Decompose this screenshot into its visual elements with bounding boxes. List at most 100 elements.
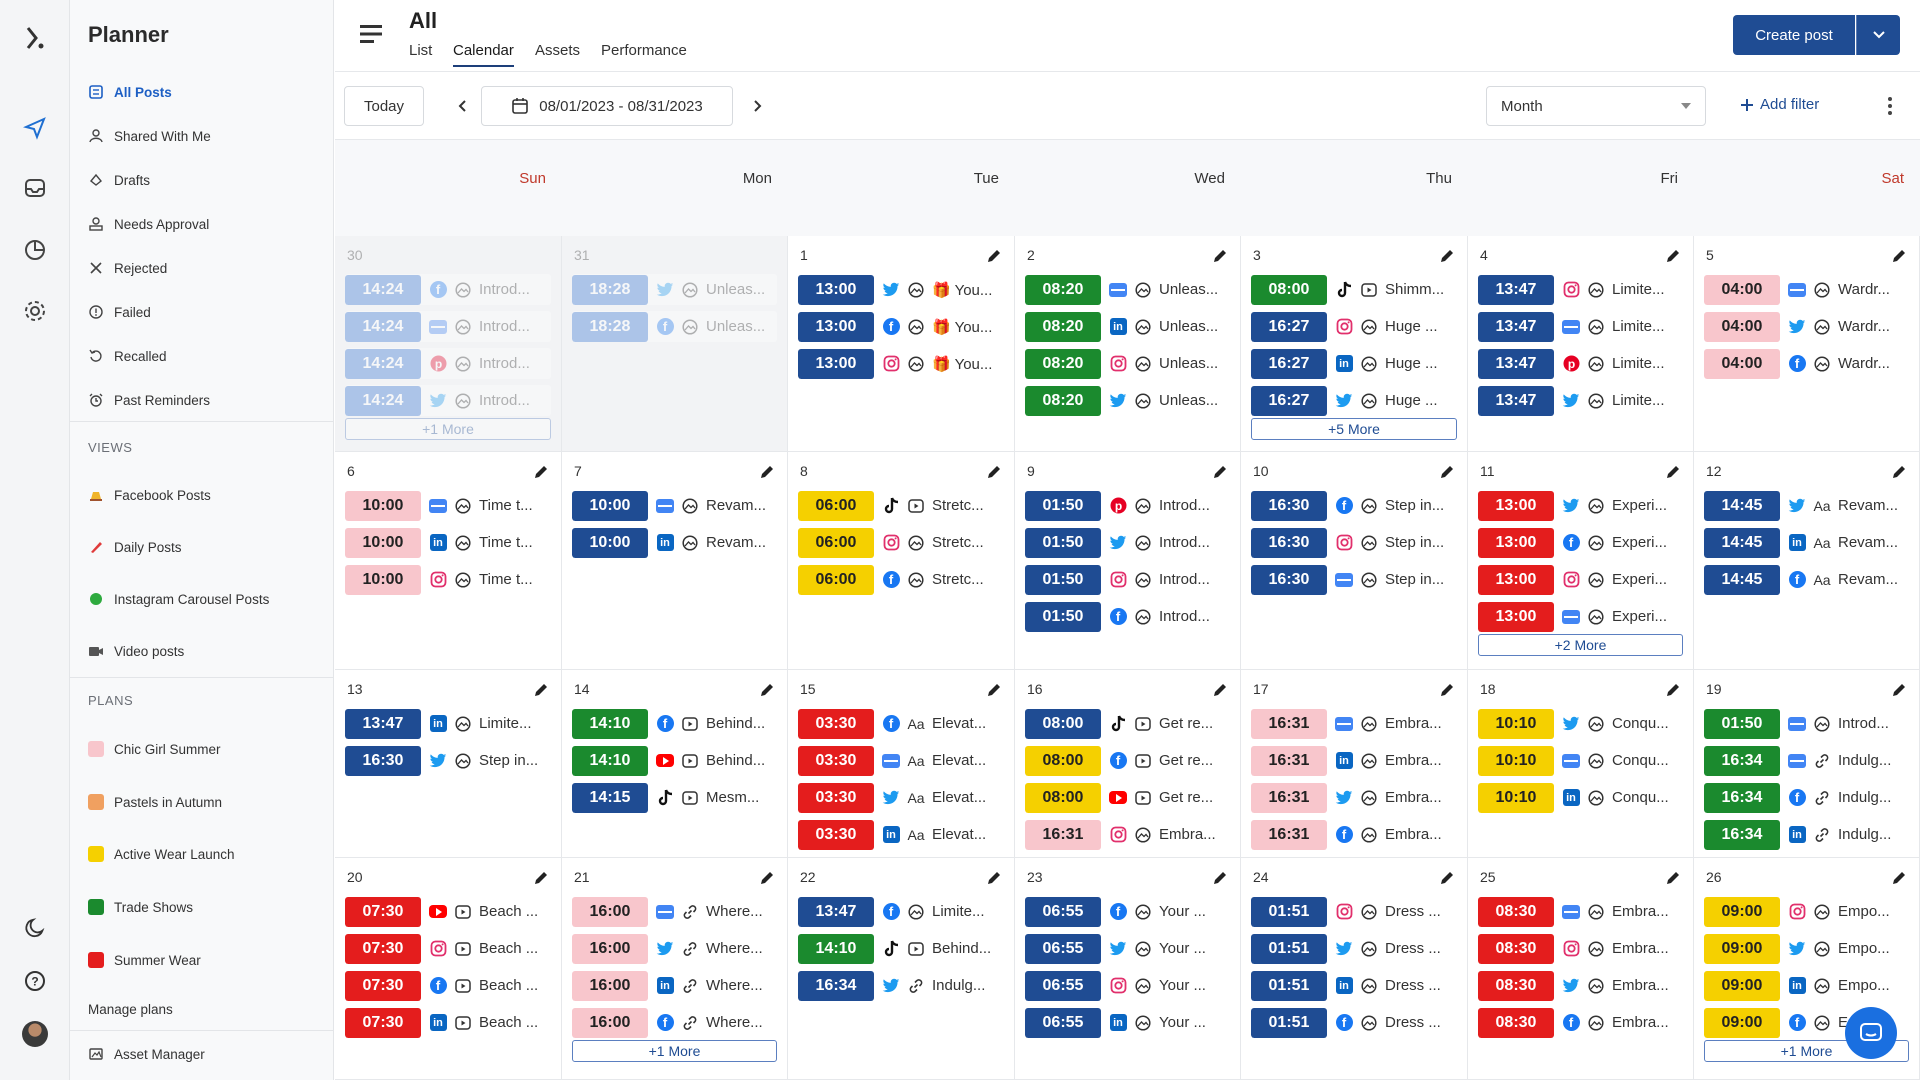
scheduled-post[interactable]: 01:51 f Dress ... [1251, 1007, 1457, 1038]
inbox-icon[interactable] [17, 170, 53, 206]
edit-day-pencil-icon[interactable] [759, 682, 775, 698]
scheduled-post[interactable]: 13:47 Limite... [1478, 311, 1683, 342]
scheduled-post[interactable]: 07:30 Beach ... [345, 896, 551, 927]
publish-icon[interactable] [17, 110, 53, 146]
scheduled-post[interactable]: 13:00 f 🎁 You... [798, 311, 1004, 342]
scheduled-post[interactable]: 01:50 Introd... [1704, 708, 1909, 739]
scheduled-post[interactable]: 14:10 f Behind... [572, 708, 777, 739]
edit-day-pencil-icon[interactable] [1891, 870, 1907, 886]
create-post-dropdown[interactable] [1856, 15, 1900, 55]
edit-day-pencil-icon[interactable] [986, 682, 1002, 698]
calendar-day-cell[interactable]: 6 10:00 Time t... 10:00 in Time t... 10:00 Time… [335, 452, 562, 670]
scheduled-post[interactable]: 18:28 Unleas... [572, 274, 777, 305]
scheduled-post[interactable]: 13:47 Limite... [1478, 385, 1683, 416]
calendar-day-cell[interactable]: 24 01:51 Dress ... 01:51 Dress ... 01:51 in Dre… [1241, 858, 1468, 1080]
scheduled-post[interactable]: 14:10 Behind... [798, 933, 1004, 964]
scheduled-post[interactable]: 13:47 in Limite... [345, 708, 551, 739]
scheduled-post[interactable]: 06:55 Your ... [1025, 933, 1230, 964]
view-video-posts[interactable]: Video posts [88, 636, 184, 666]
user-avatar[interactable] [17, 1016, 53, 1052]
manage-plans-link[interactable]: Manage plans [88, 994, 173, 1024]
scheduled-post[interactable]: 08:30 Embra... [1478, 896, 1683, 927]
scheduled-post[interactable]: 01:50 Introd... [1025, 527, 1230, 558]
analytics-icon[interactable] [17, 232, 53, 268]
next-month-button[interactable] [743, 86, 773, 126]
dark-mode-icon[interactable] [17, 910, 53, 946]
calendar-day-cell[interactable]: 18 10:10 Conqu... 10:10 Conqu... 10:10 in Conqu… [1468, 670, 1694, 858]
calendar-day-cell[interactable]: 30 14:24 f Introd... 14:24 Introd... 14:24 p Int… [335, 236, 562, 452]
scheduled-post[interactable]: 04:00 Wardr... [1704, 274, 1909, 305]
more-posts-button[interactable]: +1 More [345, 418, 551, 440]
asset-manager-link[interactable]: Asset Manager [88, 1039, 205, 1069]
calendar-day-cell[interactable]: 12 14:45 Aa Revam... 14:45 in Aa Revam... 14:45 f… [1694, 452, 1920, 670]
scheduled-post[interactable]: 09:00 in Empo... [1704, 970, 1909, 1001]
scheduled-post[interactable]: 08:20 in Unleas... [1025, 311, 1230, 342]
edit-day-pencil-icon[interactable] [1891, 682, 1907, 698]
sidebar-item-drafts[interactable]: Drafts [88, 165, 150, 195]
edit-day-pencil-icon[interactable] [1439, 870, 1455, 886]
scheduled-post[interactable]: 13:47 f Limite... [798, 896, 1004, 927]
scheduled-post[interactable]: 09:00 Empo... [1704, 933, 1909, 964]
tab-assets[interactable]: Assets [535, 42, 581, 59]
scheduled-post[interactable]: 08:20 Unleas... [1025, 274, 1230, 305]
scheduled-post[interactable]: 16:31 Embra... [1025, 819, 1230, 850]
view-facebook-posts[interactable]: Facebook Posts [88, 480, 211, 510]
calendar-day-cell[interactable]: 16 08:00 Get re... 08:00 f Get re... 08:00 Get … [1015, 670, 1241, 858]
scheduled-post[interactable]: 10:00 Time t... [345, 490, 551, 521]
calendar-day-cell[interactable]: 5 04:00 Wardr... 04:00 Wardr... 04:00 f Wardr..… [1694, 236, 1920, 452]
calendar-day-cell[interactable]: 21 16:00 Where... 16:00 Where... 16:00 in Where… [562, 858, 788, 1080]
scheduled-post[interactable]: 10:00 in Time t... [345, 527, 551, 558]
tab-calendar[interactable]: Calendar [453, 42, 514, 67]
calendar-day-cell[interactable]: 19 01:50 Introd... 16:34 Indulg... 16:34 f Indu… [1694, 670, 1920, 858]
sidebar-item-past-reminders[interactable]: Past Reminders [88, 385, 210, 415]
edit-day-pencil-icon[interactable] [533, 682, 549, 698]
scheduled-post[interactable]: 04:00 Wardr... [1704, 311, 1909, 342]
calendar-day-cell[interactable]: 14 14:10 f Behind... 14:10 Behind... 14:15 Mesm… [562, 670, 788, 858]
scheduled-post[interactable]: 13:00 f Experi... [1478, 527, 1683, 558]
plan-active-wear-launch[interactable]: Active Wear Launch [88, 839, 235, 869]
scheduled-post[interactable]: 01:50 f Introd... [1025, 601, 1230, 632]
scheduled-post[interactable]: 13:00 Experi... [1478, 490, 1683, 521]
scheduled-post[interactable]: 10:00 Revam... [572, 490, 777, 521]
calendar-day-cell[interactable]: 13 13:47 in Limite... 16:30 Step in... [335, 670, 562, 858]
scheduled-post[interactable]: 03:30 Aa Elevat... [798, 782, 1004, 813]
scheduled-post[interactable]: 08:20 Unleas... [1025, 385, 1230, 416]
scheduled-post[interactable]: 03:30 Aa Elevat... [798, 745, 1004, 776]
scheduled-post[interactable]: 06:00 Stretc... [798, 527, 1004, 558]
calendar-day-cell[interactable]: 9 01:50 p Introd... 01:50 Introd... 01:50 Intro… [1015, 452, 1241, 670]
scheduled-post[interactable]: 14:24 p Introd... [345, 348, 551, 379]
scheduled-post[interactable]: 16:34 Indulg... [1704, 745, 1909, 776]
scheduled-post[interactable]: 07:30 in Beach ... [345, 1007, 551, 1038]
view-select[interactable]: Month [1486, 86, 1706, 126]
edit-day-pencil-icon[interactable] [1665, 248, 1681, 264]
settings-gear-icon[interactable] [17, 293, 53, 329]
edit-day-pencil-icon[interactable] [759, 870, 775, 886]
scheduled-post[interactable]: 14:45 f Aa Revam... [1704, 564, 1909, 595]
tab-performance[interactable]: Performance [601, 42, 687, 59]
edit-day-pencil-icon[interactable] [533, 464, 549, 480]
scheduled-post[interactable]: 08:00 Get re... [1025, 782, 1230, 813]
edit-day-pencil-icon[interactable] [1891, 248, 1907, 264]
plan-trade-shows[interactable]: Trade Shows [88, 892, 193, 922]
add-filter-button[interactable]: Add filter [1740, 96, 1819, 113]
scheduled-post[interactable]: 16:30 Step in... [1251, 564, 1457, 595]
calendar-day-cell[interactable]: 4 13:47 Limite... 13:47 Limite... 13:47 p Limit… [1468, 236, 1694, 452]
plan-pastels-in-autumn[interactable]: Pastels in Autumn [88, 787, 222, 817]
edit-day-pencil-icon[interactable] [533, 870, 549, 886]
scheduled-post[interactable]: 14:45 Aa Revam... [1704, 490, 1909, 521]
scheduled-post[interactable]: 04:00 f Wardr... [1704, 348, 1909, 379]
calendar-day-cell[interactable]: 26 09:00 Empo... 09:00 Empo... 09:00 in Empo...… [1694, 858, 1920, 1080]
calendar-day-cell[interactable]: 20 07:30 Beach ... 07:30 Beach ... 07:30 f Beac… [335, 858, 562, 1080]
menu-hamburger-icon[interactable] [360, 24, 382, 44]
sidebar-item-recalled[interactable]: Recalled [88, 341, 167, 371]
scheduled-post[interactable]: 16:27 in Huge ... [1251, 348, 1457, 379]
calendar-day-cell[interactable]: 2 08:20 Unleas... 08:20 in Unleas... 08:20 Unle… [1015, 236, 1241, 452]
help-icon[interactable]: ? [17, 963, 53, 999]
date-range-picker[interactable]: 08/01/2023 - 08/31/2023 [481, 86, 733, 126]
scheduled-post[interactable]: 16:31 Embra... [1251, 782, 1457, 813]
calendar-day-cell[interactable]: 3 08:00 Shimm... 16:27 Huge ... 16:27 in Huge .… [1241, 236, 1468, 452]
edit-day-pencil-icon[interactable] [1212, 464, 1228, 480]
calendar-day-cell[interactable]: 31 18:28 Unleas... 18:28 f Unleas... [562, 236, 788, 452]
calendar-day-cell[interactable]: 10 16:30 f Step in... 16:30 Step in... 16:30 St… [1241, 452, 1468, 670]
today-button[interactable]: Today [344, 86, 424, 126]
